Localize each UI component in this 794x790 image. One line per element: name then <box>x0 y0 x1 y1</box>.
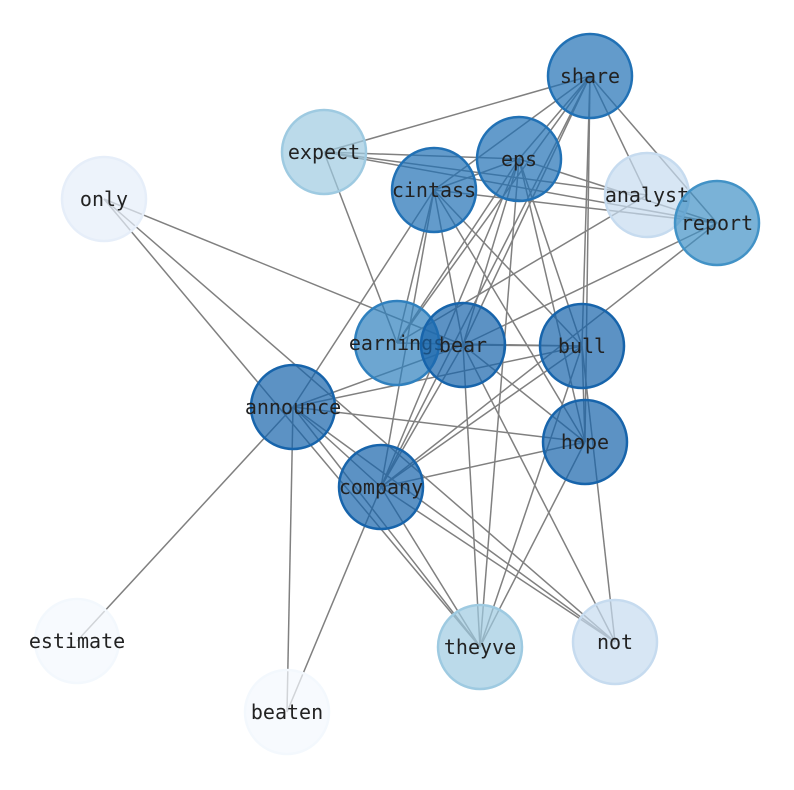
node-label: analyst <box>605 183 689 207</box>
node-circle <box>280 108 368 196</box>
edge-bull-theyve <box>479 345 583 648</box>
node-report[interactable]: report <box>673 179 761 267</box>
edge-announce-estimate <box>76 406 294 642</box>
edge-report-bear <box>462 222 718 346</box>
node-label: eps <box>501 147 537 171</box>
node-circle <box>541 398 629 486</box>
node-share[interactable]: share <box>546 32 634 120</box>
node-label: company <box>339 475 423 499</box>
node-label: cintass <box>392 178 476 202</box>
node-bull[interactable]: bull <box>538 302 626 390</box>
node-circle <box>475 115 563 203</box>
edge-share-bear <box>462 75 591 346</box>
edge-cintass-hope <box>433 189 586 443</box>
node-hope[interactable]: hope <box>541 398 629 486</box>
edge-bear-theyve <box>462 344 481 648</box>
node-estimate[interactable]: estimate <box>29 597 125 685</box>
edge-announce-beaten <box>286 406 294 713</box>
node-label: hope <box>561 430 609 454</box>
node-theyve[interactable]: theyve <box>436 603 524 691</box>
node-circle <box>249 363 337 451</box>
node-circle <box>436 603 524 691</box>
node-only[interactable]: only <box>60 155 148 243</box>
node-label: estimate <box>29 629 125 653</box>
node-circle <box>60 155 148 243</box>
node-eps[interactable]: eps <box>475 115 563 203</box>
node-label: announce <box>245 395 341 419</box>
node-label: theyve <box>444 635 516 659</box>
edge-announce-hope <box>292 406 586 443</box>
edge-bear-not <box>462 344 616 643</box>
node-label: bear <box>439 333 487 357</box>
node-circle <box>337 443 425 531</box>
node-cintass[interactable]: cintass <box>390 146 478 234</box>
node-bear[interactable]: bear <box>419 301 507 389</box>
node-label: not <box>597 630 633 654</box>
node-label: beaten <box>251 700 323 724</box>
edge-share-expect <box>323 75 591 153</box>
node-announce[interactable]: announce <box>245 363 341 451</box>
edge-company-not <box>380 486 616 643</box>
node-label: report <box>681 211 753 235</box>
node-company[interactable]: company <box>337 443 425 531</box>
node-circle <box>33 597 121 685</box>
edge-share-earnings <box>396 75 591 344</box>
node-circle <box>419 301 507 389</box>
node-not[interactable]: not <box>571 598 659 686</box>
node-label: share <box>560 64 620 88</box>
node-circle <box>390 146 478 234</box>
node-circle <box>546 32 634 120</box>
node-circle <box>571 598 659 686</box>
node-expect[interactable]: expect <box>280 108 368 196</box>
edge-only-not <box>103 198 616 643</box>
node-circle <box>538 302 626 390</box>
node-label: only <box>80 187 128 211</box>
edge-bull-not <box>581 345 616 643</box>
node-label: expect <box>288 140 360 164</box>
node-circle <box>673 179 761 267</box>
edge-eps-hope <box>518 158 586 443</box>
node-beaten[interactable]: beaten <box>243 668 331 756</box>
node-label: bull <box>558 334 606 358</box>
edge-announce-not <box>292 406 616 643</box>
node-analyst[interactable]: analyst <box>603 151 691 239</box>
node-circle <box>243 668 331 756</box>
